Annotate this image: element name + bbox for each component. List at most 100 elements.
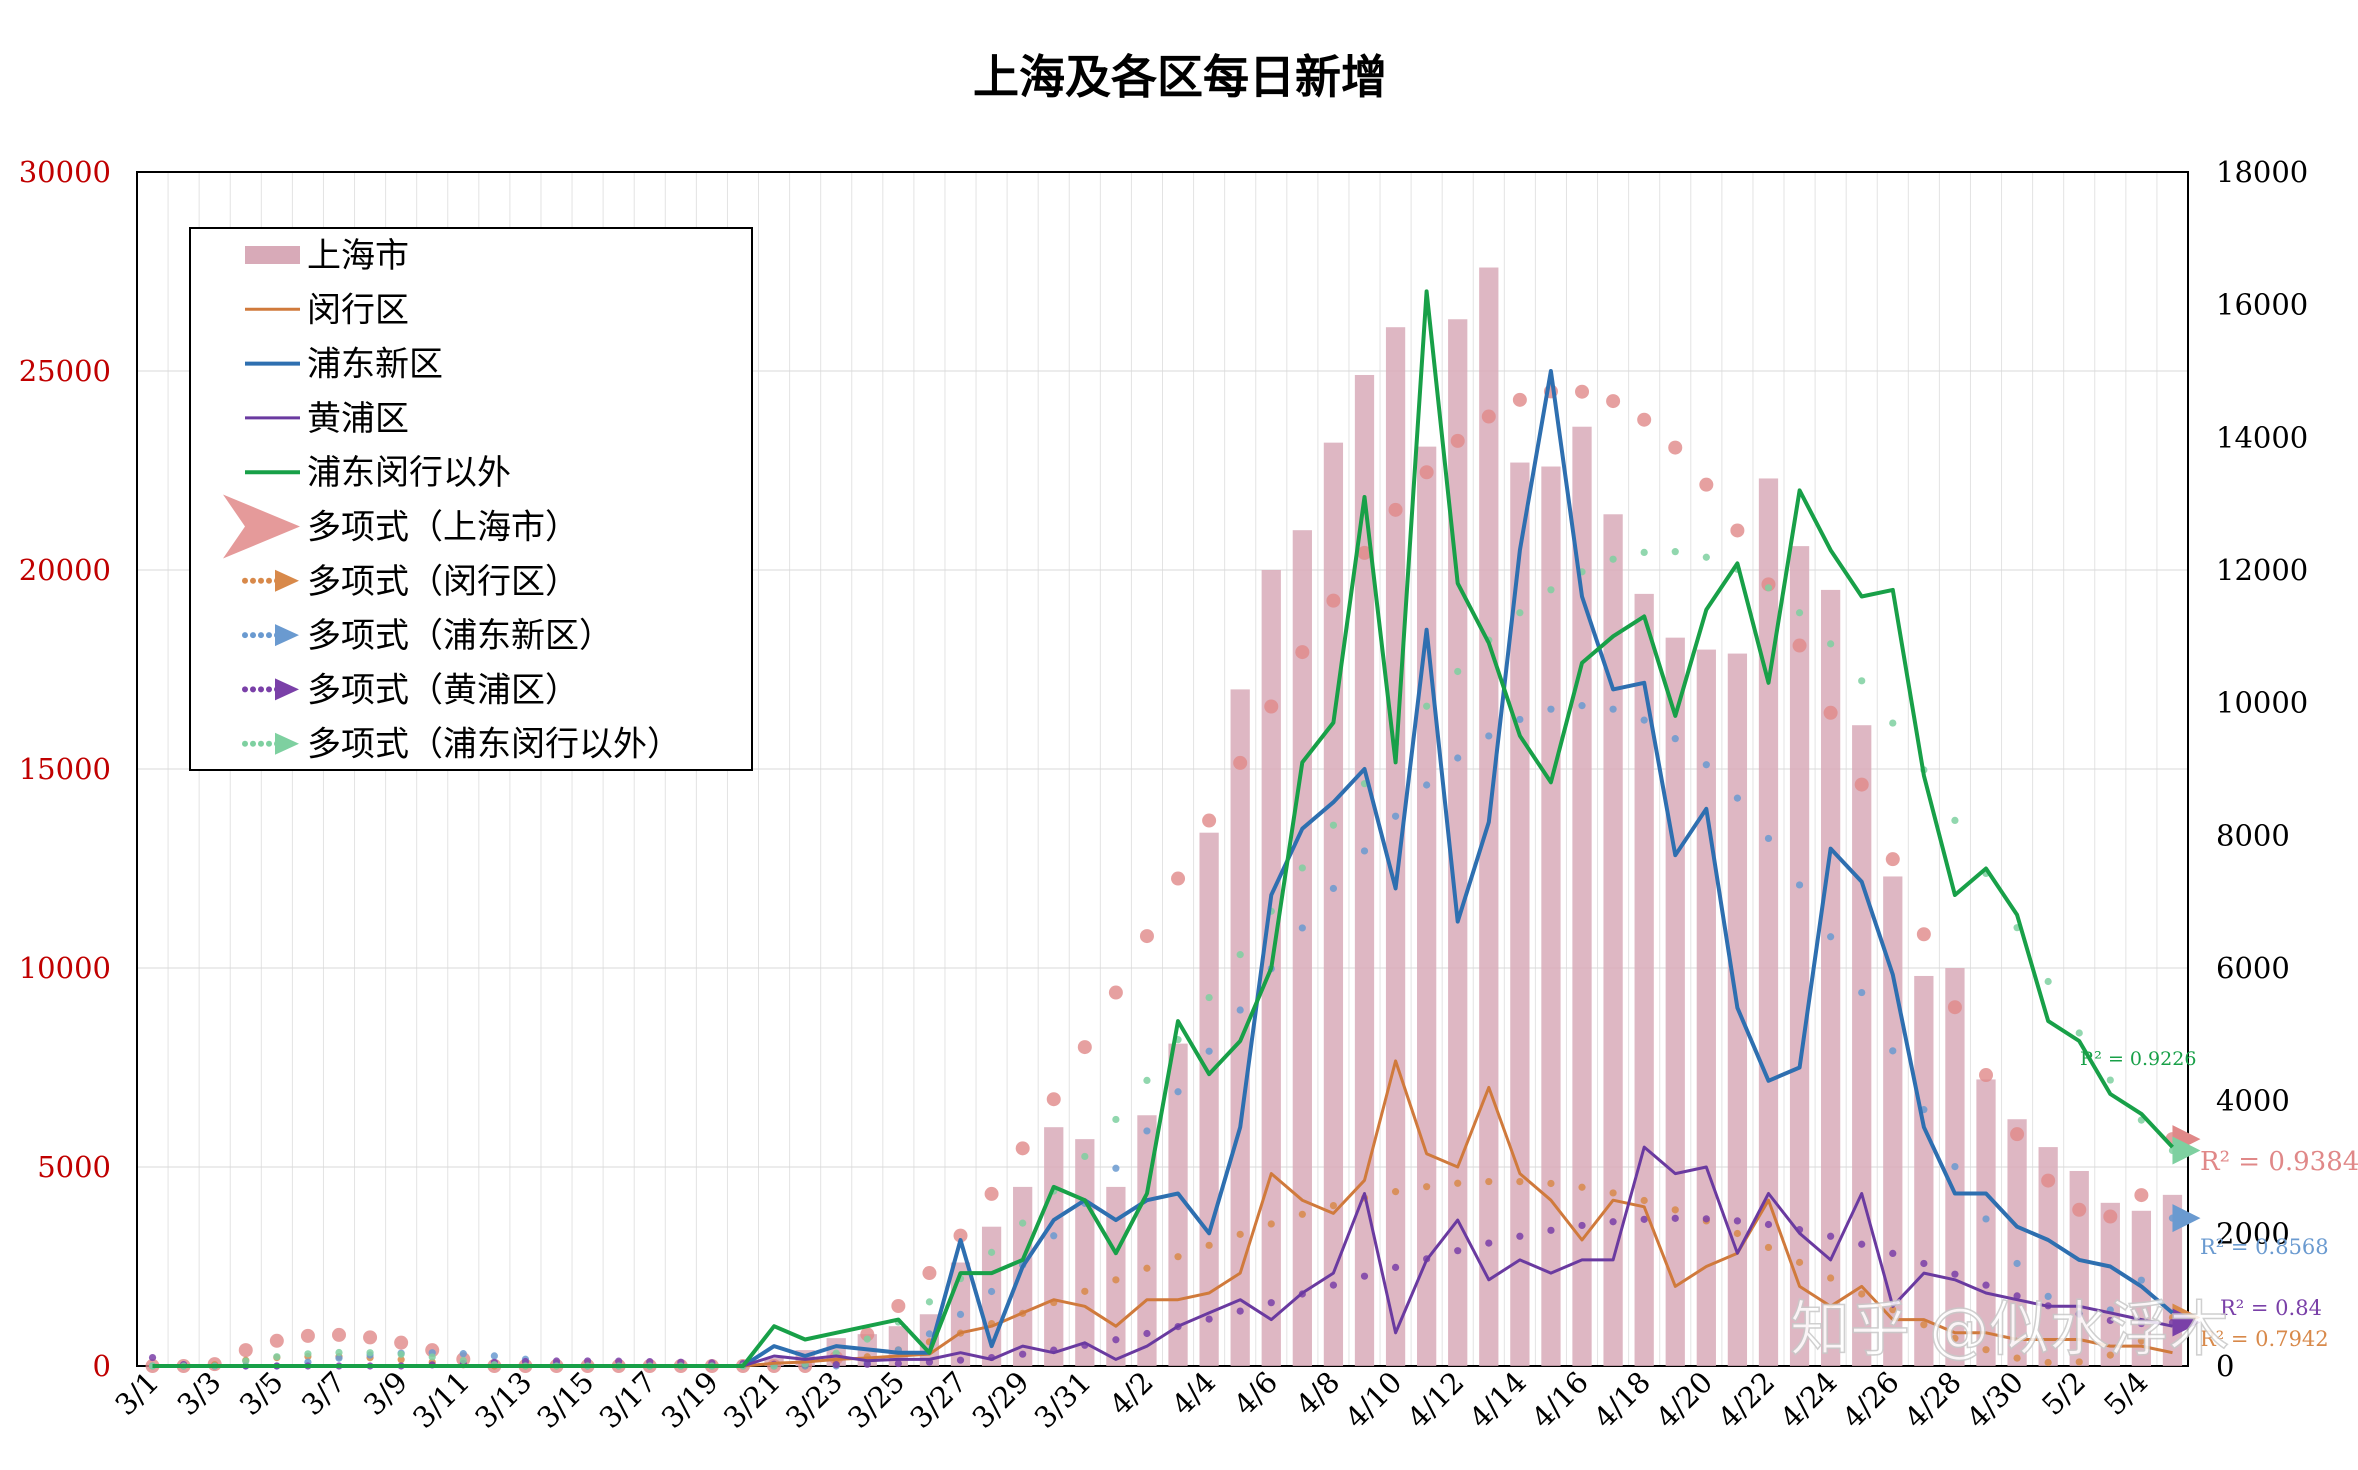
trendline-point [1668,440,1683,455]
bar-shanghai [1448,319,1468,1366]
trendline-point [1637,412,1652,427]
trendline-point [1858,1290,1866,1298]
bar-shanghai [1696,649,1716,1366]
legend-label: 上海市 [307,236,409,276]
trendline-point [1609,555,1617,563]
bar-shanghai [1665,637,1685,1366]
right-axis-tick-label: 8000 [2216,818,2290,852]
right-axis-tick-label: 14000 [2216,420,2308,454]
legend-swatch [275,569,299,592]
trendline-point [1205,1047,1213,1055]
trendline-point [1171,871,1186,886]
bar-shanghai [1634,593,1654,1366]
trendline-point [2013,1292,2021,1300]
trendline-point [304,1350,312,1358]
trendline-point [428,1353,436,1361]
trendline-point [1143,1329,1151,1338]
trendline-point [1858,1240,1866,1248]
trendline-point [1015,1141,1030,1156]
trendline-point [2075,1310,2083,1318]
trendline-point [300,1328,315,1343]
trendline-point [1730,523,1745,538]
trendline-point [1764,834,1773,843]
trendline-point [1485,1177,1493,1186]
trendline-point [1512,392,1527,407]
trendline-point [2106,1351,2114,1359]
trendline-point [1264,699,1279,714]
trendline-point [1267,1299,1275,1307]
r-squared-label: R² = 0.8568 [2200,1235,2329,1259]
trendline-point [2106,1076,2114,1084]
trendline-point [366,1349,374,1357]
trendline-point [2044,1358,2052,1367]
trendline-point [1329,1201,1338,1210]
left-axis-tick-label: 5000 [37,1150,111,1184]
trendline-point [269,1333,284,1348]
trendline-point [2013,1259,2021,1268]
trendline-point [1454,1247,1462,1255]
legend-swatch [258,577,264,584]
trendline-point [1391,1188,1400,1196]
bar-shanghai [1354,374,1375,1367]
trendline-point [894,1359,902,1368]
trendline-point [1081,1152,1089,1161]
trendline-point [2075,1029,2083,1037]
trendline-point [1143,1127,1151,1135]
legend-swatch [242,740,248,747]
legend-swatch [245,246,300,264]
trendline-point [1143,1076,1151,1085]
trendline-point [1795,1258,1804,1266]
trendline-point [1454,754,1462,762]
trendline-point [1481,409,1496,424]
legend-swatch [223,494,300,559]
trendline-point [1764,584,1773,592]
trendline-point [1640,1196,1648,1205]
bar-shanghai [1075,1139,1095,1366]
trendline-point [1827,1232,1835,1240]
trendline-point [1205,993,1213,1002]
trendline-point [863,1360,871,1368]
trendline-point [1979,1068,1994,1083]
trendline-point [1081,1287,1089,1295]
trendline-point [2137,1276,2145,1284]
trendline-point [1202,813,1217,828]
trendline-point [1858,988,1866,997]
bar-shanghai [1385,327,1406,1367]
legend-swatch [250,686,256,693]
trendline-point [1951,1162,1959,1171]
bar-shanghai [1789,546,1810,1366]
trendline-point [1112,1115,1120,1124]
trendline-point [1889,1306,1897,1314]
bar-shanghai [2100,1202,2120,1366]
trendline-point [1388,502,1403,517]
trendline-point [925,1330,934,1338]
trendline-point [1702,761,1710,769]
trendline-point [1485,1239,1493,1247]
trendline-point [238,1343,253,1358]
legend-label: 多项式（闵行区） [307,562,579,602]
trendline-point [1295,645,1310,660]
trendline-point [1547,586,1555,594]
trendline-point [1827,933,1835,941]
bar-shanghai [1292,530,1312,1366]
trendline-arrow [2172,1136,2201,1165]
trendline-point [1889,1249,1897,1257]
left-axis-tick-label: 25000 [19,354,111,388]
trendline-point [1454,1179,1462,1187]
bar-shanghai [2007,1119,2027,1366]
trendline-point [1982,1346,1990,1354]
bar-shanghai [1572,426,1592,1367]
trendline-point [860,1327,875,1342]
legend-swatch [242,686,248,693]
legend-swatch [242,577,248,584]
trendline-point [1019,1219,1027,1227]
right-axis-tick-label: 6000 [2216,951,2290,985]
trendline-point [1112,1336,1120,1344]
trendline-point [583,1357,592,1365]
trendline-point [552,1357,561,1365]
trendline-point [987,1287,996,1296]
trendline-point [1702,553,1710,561]
trendline-point [1951,1334,1959,1342]
bar-shanghai [2069,1170,2089,1366]
trendline-point [459,1350,467,1358]
